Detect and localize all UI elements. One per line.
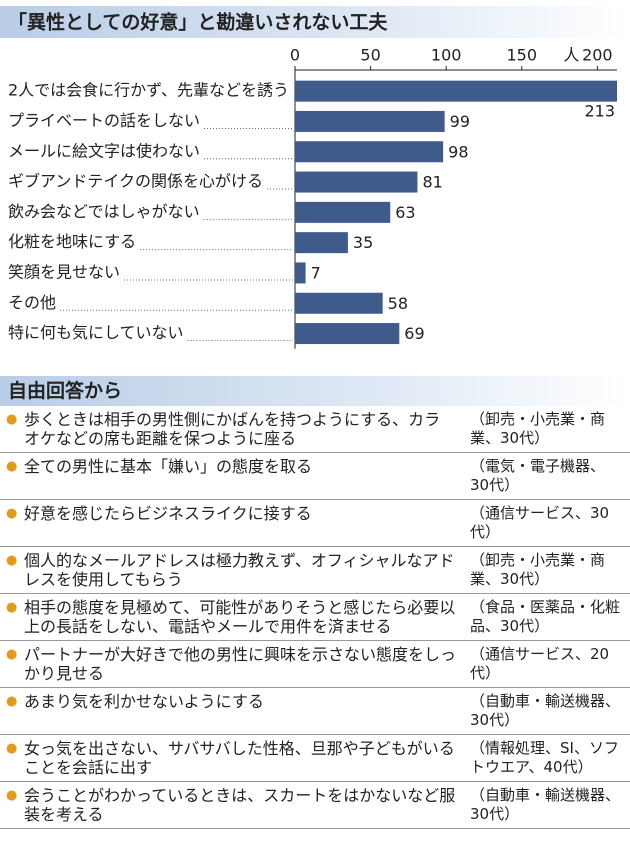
category-label: 特に何も気にしていない — [8, 323, 184, 342]
bar — [295, 292, 383, 314]
x-tick-label: 100 — [431, 46, 462, 65]
free-answers: 自由回答から ● 歩くときは相手の男性側にかばんを持つようにする、カラオケなどの席… — [0, 376, 630, 829]
bar — [295, 232, 348, 254]
answer-source: （自動車・輸送機器、30代） — [470, 692, 621, 729]
answer-source: （自動車・輸送機器、30代） — [470, 786, 621, 823]
answer-item: ● 好意を感じたらビジネスライクに接する （通信サービス、30代） — [0, 500, 630, 547]
bar — [295, 141, 444, 163]
x-tick-label: 150 — [506, 46, 537, 65]
bar — [295, 171, 418, 193]
answer-source: （情報処理、SI、ソフトウエア、40代） — [470, 739, 619, 776]
unit-label: 人 — [563, 46, 579, 65]
value-label: 63 — [395, 203, 415, 222]
answer-source: （通信サービス、30代） — [470, 504, 610, 541]
answer-source: （食品・医薬品・化粧品、30代） — [470, 598, 621, 635]
answer-item: ● 個人的なメールアドレスは極力教えず、オフィシャルなアドレスを使用してもらう （卸… — [0, 547, 630, 594]
chart-title: 「異性としての好意」と勘違いされない工夫 — [8, 11, 388, 34]
answer-source: （卸売・小売業・商業、30代） — [470, 410, 606, 447]
value-label: 35 — [353, 233, 373, 252]
answer-source: （卸売・小売業・商業、30代） — [470, 551, 606, 588]
answer-source: （電気・電子機器、30代） — [470, 457, 606, 494]
value-label: 58 — [388, 294, 408, 313]
answer-item: ● 全ての男性に基本「嫌い」の態度を取る （電気・電子機器、30代） — [0, 453, 630, 500]
answer-text: 女っ気を出さない、サバサバした性格、旦那や子どもがいることを会話に出す — [24, 739, 455, 777]
value-label: 213 — [584, 102, 615, 121]
category-label: 笑顔を見せない — [8, 262, 120, 281]
answer-text: パートナーが大好きで他の男性に興味を示さない態度をしっかり見せる — [24, 645, 457, 683]
answer-item: ● あまり気を利かせないようにする （自動車・輸送機器、30代） — [0, 688, 630, 735]
answer-item: ● 女っ気を出さない、サバサバした性格、旦那や子どもがいることを会話に出す （情報処… — [0, 735, 630, 782]
bullet: ● — [6, 694, 18, 709]
category-label: 飲み会などではしゃがない — [8, 202, 200, 221]
bar — [295, 80, 617, 102]
value-label: 81 — [422, 173, 442, 192]
bullet: ● — [6, 600, 18, 615]
bullet: ● — [6, 459, 18, 474]
answer-source: （通信サービス、20代） — [470, 645, 610, 682]
bullet: ● — [6, 412, 18, 427]
answer-text: 全ての男性に基本「嫌い」の態度を取る — [24, 457, 313, 476]
bar — [295, 201, 391, 223]
answer-text: 相手の態度を見極めて、可能性がありそうと感じたら必要以上の長話をしない、電話やメ… — [24, 598, 456, 636]
value-label: 98 — [448, 142, 468, 161]
category-label: 化粧を地味にする — [8, 232, 136, 251]
answer-list: ● 歩くときは相手の男性側にかばんを持つようにする、カラオケなどの席も距離を保つよ… — [0, 406, 630, 829]
bullet: ● — [6, 506, 18, 521]
category-label: 2人では会食に行かず、先輩などを誘う — [8, 81, 289, 100]
title-band — [0, 6, 630, 38]
bullet: ● — [6, 647, 18, 662]
bar — [295, 323, 400, 345]
value-label: 69 — [404, 324, 424, 343]
answer-item: ● 歩くときは相手の男性側にかばんを持つようにする、カラオケなどの席も距離を保つよ… — [0, 406, 630, 453]
answer-text: 会うことがわかっているときは、スカートをはかないなど服装を考える — [24, 786, 456, 824]
answer-text: 個人的なメールアドレスは極力教えず、オフィシャルなアドレスを使用してもらう — [24, 551, 455, 589]
answer-text: あまり気を利かせないようにする — [24, 692, 264, 711]
value-label: 99 — [450, 112, 470, 131]
bullet: ● — [6, 553, 18, 568]
answer-item: ● パートナーが大好きで他の男性に興味を示さない態度をしっかり見せる （通信サービス… — [0, 641, 630, 688]
x-tick-label: 50 — [360, 46, 380, 65]
bullet: ● — [6, 788, 18, 803]
category-label: その他 — [8, 293, 56, 312]
answer-text: 歩くときは相手の男性側にかばんを持つようにする、カラオケなどの席も距離を保つよう… — [24, 410, 441, 448]
x-tick-label: 0 — [290, 46, 300, 65]
answer-text: 好意を感じたらビジネスライクに接する — [24, 504, 312, 523]
bar — [295, 262, 306, 284]
category-label: メールに絵文字は使わない — [8, 141, 200, 160]
category-label: ギブアンドテイクの関係を心がける — [8, 172, 263, 191]
answer-item: ● 相手の態度を見極めて、可能性がありそうと感じたら必要以上の長話をしない、電話や… — [0, 594, 630, 641]
bar — [295, 110, 445, 132]
category-label: プライベートの話をしない — [8, 111, 200, 130]
value-label: 7 — [311, 263, 321, 282]
x-tick-label: 200 — [582, 46, 613, 65]
answer-item: ● 会うことがわかっているときは、スカートをはかないなど服装を考える （自動車・輸送… — [0, 782, 630, 829]
bullet: ● — [6, 741, 18, 756]
section-title: 自由回答から — [0, 376, 630, 406]
